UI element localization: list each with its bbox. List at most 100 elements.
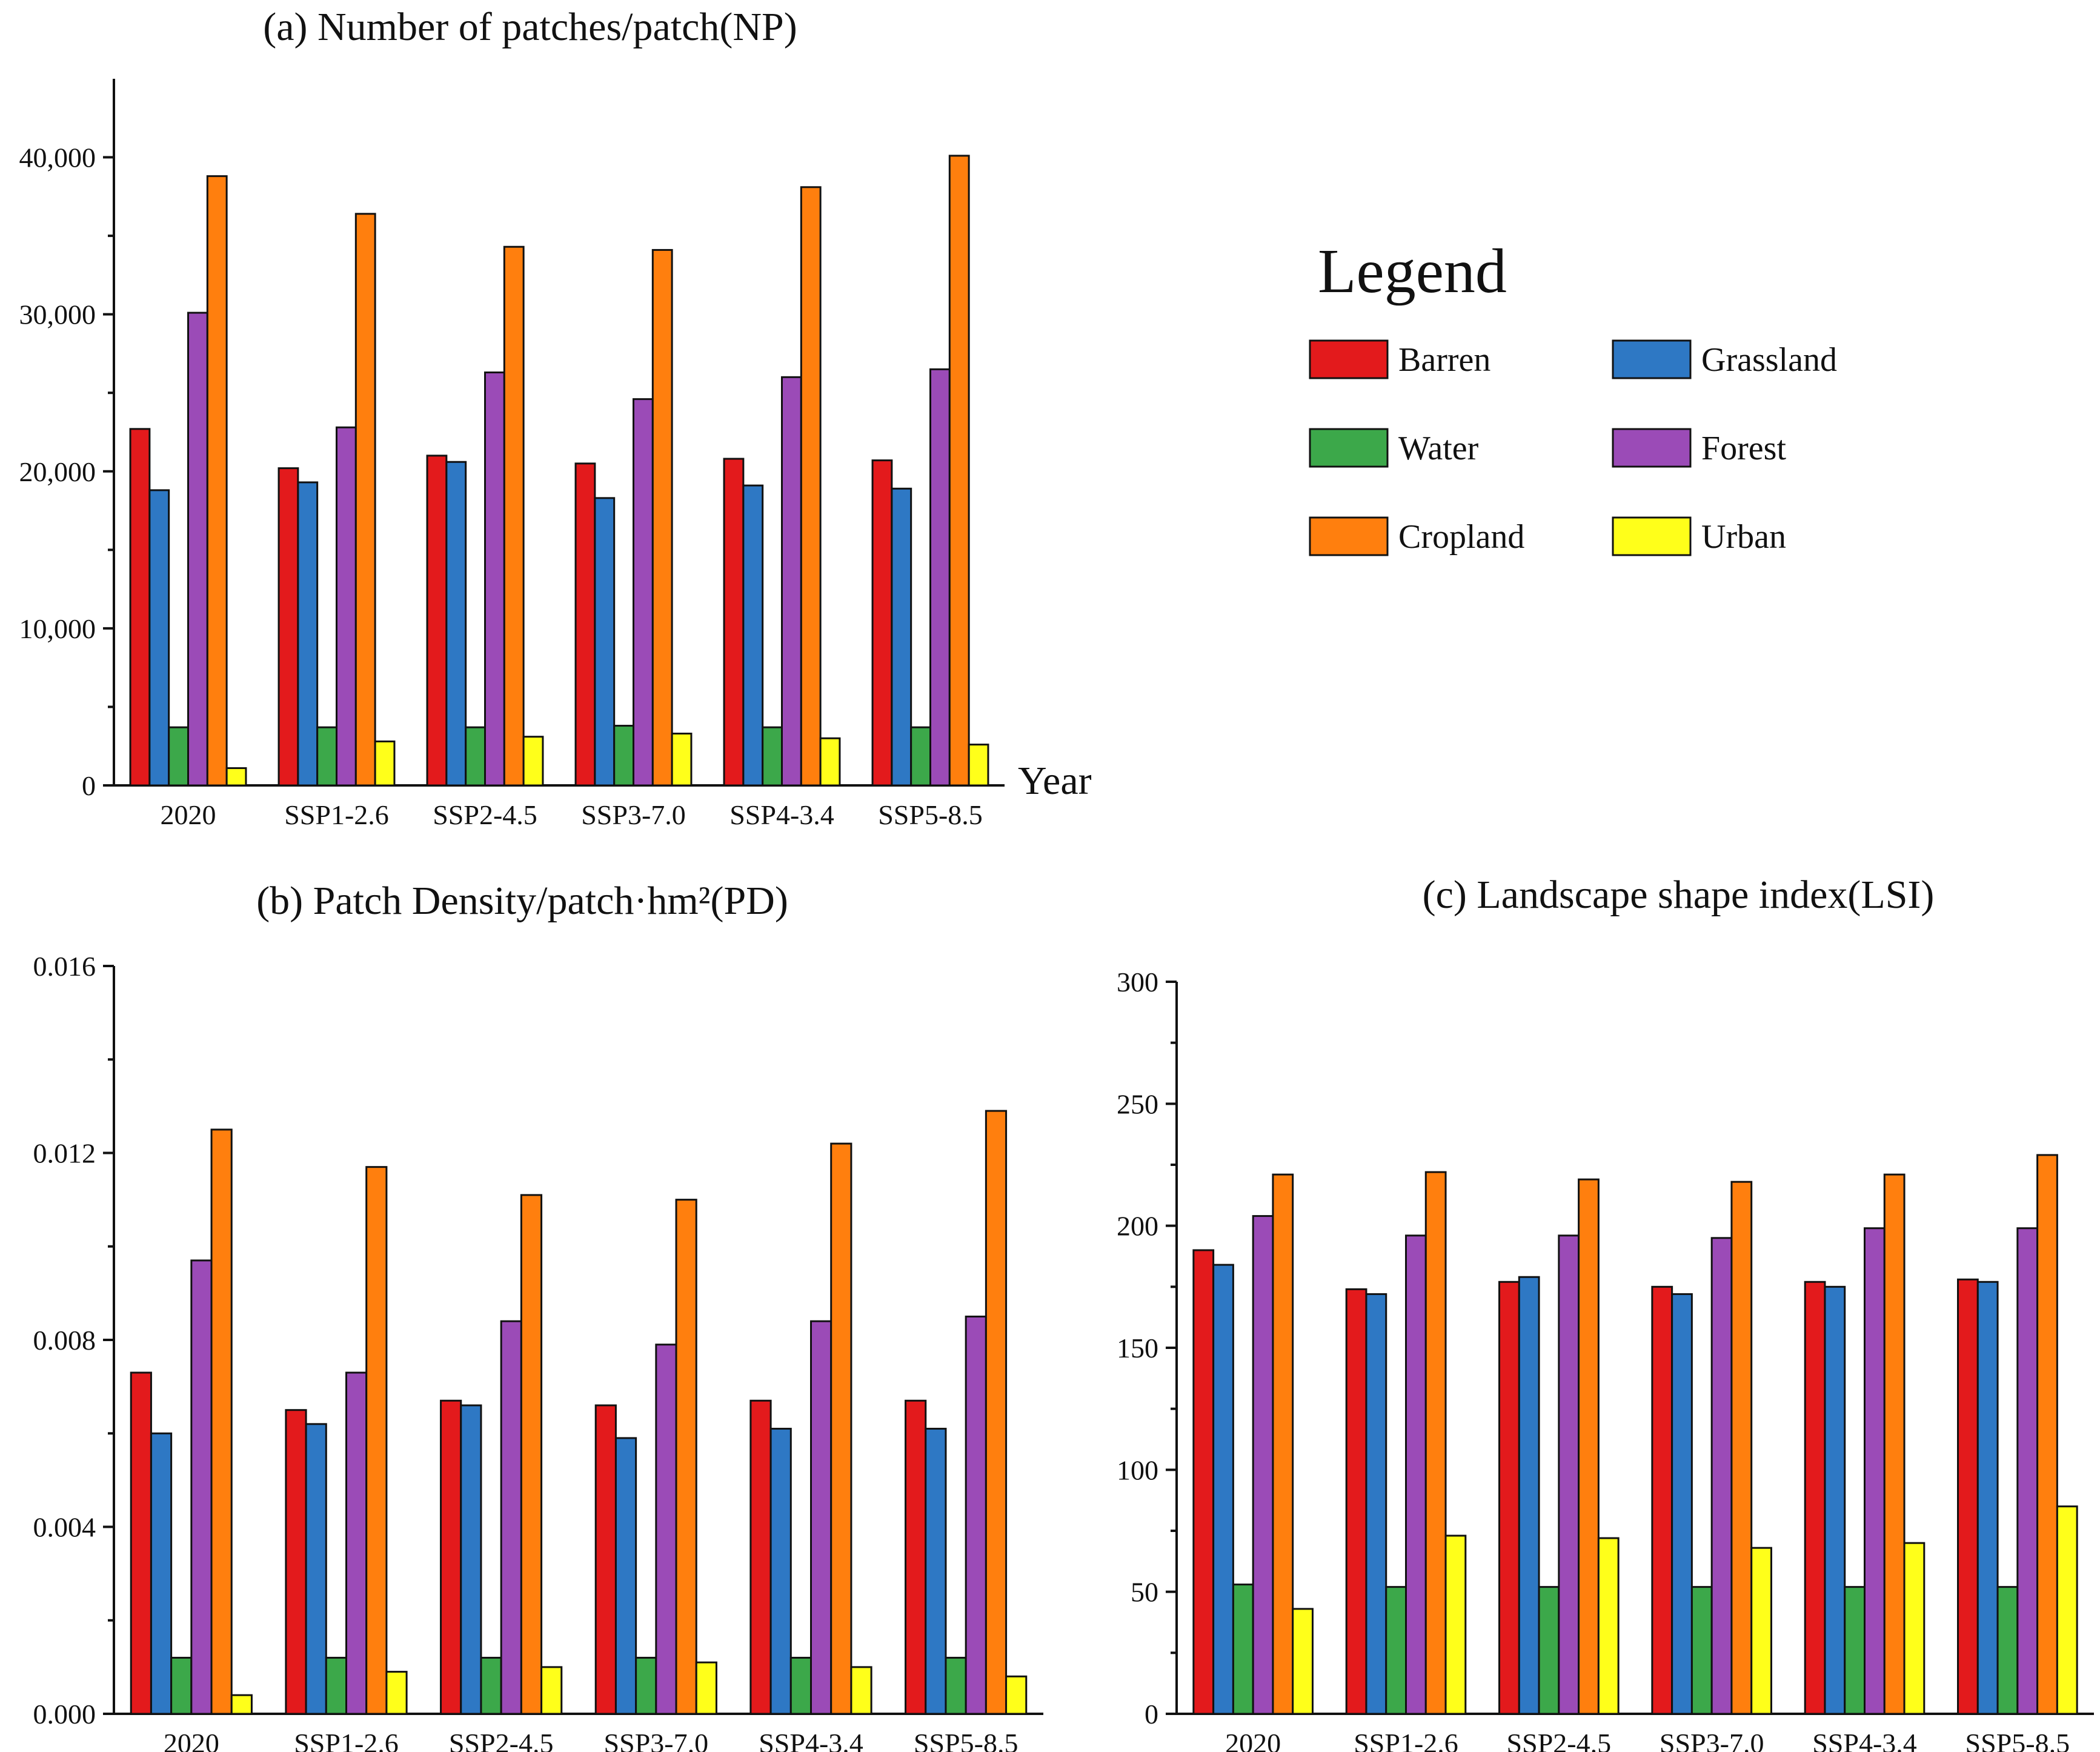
panel-a-bar-grassland: [742, 484, 764, 787]
panel-a-y-tick-label: 10,000: [19, 613, 96, 644]
panel-a-bar-water: [613, 725, 635, 787]
panel-c-y-tick-label: 300: [1117, 967, 1158, 998]
panel-c-bar-grassland: [1518, 1276, 1540, 1715]
legend-swatch-barren: [1309, 339, 1389, 379]
panel-a-bar-cropland: [800, 186, 822, 787]
panel-b-y-tick-label: 0.004: [33, 1512, 96, 1543]
legend-swatch-forest: [1612, 428, 1692, 468]
panel-c-bar-grassland: [1671, 1293, 1693, 1715]
panel-c-bar-cropland: [1424, 1171, 1447, 1715]
panel-a-bar-urban: [522, 736, 544, 787]
panel-b-bar-grassland: [769, 1428, 792, 1715]
panel-c-bar-barren: [1498, 1281, 1520, 1715]
panel-a-bar-water: [910, 726, 931, 787]
panel-c-bar-cropland: [1578, 1178, 1600, 1715]
legend-label-barren: Barren: [1398, 341, 1490, 379]
panel-a-bar-grassland: [891, 487, 912, 787]
panel-a-bar-forest: [336, 426, 357, 787]
panel-a-bar-grassland: [148, 489, 170, 787]
panel-b-bar-cropland: [365, 1166, 388, 1715]
panel-c-bar-barren: [1804, 1281, 1826, 1715]
panel-a-x-tick-label: SSP1-2.6: [284, 799, 389, 830]
legend-swatch-cropland: [1309, 516, 1389, 556]
panel-a-bar-barren: [426, 455, 448, 787]
panel-c-bar-forest: [1864, 1227, 1886, 1715]
panel-c-bar-barren: [1957, 1278, 1979, 1715]
panel-c-bar-water: [1385, 1586, 1407, 1715]
panel-a-x-tick-label: 2020: [161, 799, 216, 830]
panel-b-title: (b) Patch Density/patch·hm²(PD): [256, 879, 788, 923]
panel-c-x-tick-label: SSP4-3.4: [1812, 1728, 1917, 1752]
panel-a-bar-water: [762, 726, 783, 787]
panel-a-y-tick-label: 20,000: [19, 456, 96, 487]
panel-b-y-tick-label: 0.012: [33, 1138, 96, 1169]
panel-a-bar-forest: [781, 376, 802, 787]
panel-b-x-tick-label: SSP3-7.0: [604, 1728, 709, 1752]
panel-c-title: (c) Landscape shape index(LSI): [1423, 873, 1935, 917]
legend-label-urban: Urban: [1701, 518, 1786, 556]
panel-b-bar-urban: [385, 1671, 408, 1715]
panel-c-bar-cropland: [2036, 1154, 2058, 1715]
panel-c-x-tick-label: SSP5-8.5: [1965, 1728, 2070, 1752]
panel-a-bar-cropland: [651, 248, 673, 787]
panel-a-bar-cropland: [354, 213, 376, 787]
panel-b-bar-water: [635, 1656, 657, 1715]
panel-c-bar-cropland: [1272, 1173, 1294, 1715]
panel-c-bar-urban: [1292, 1608, 1314, 1715]
panel-c-y-tick-label: 150: [1117, 1333, 1158, 1364]
panel-b-bar-forest: [965, 1315, 987, 1715]
panel-c-y-tick-label: 250: [1117, 1088, 1158, 1119]
panel-b-bar-cropland: [830, 1142, 852, 1715]
panel-b-bar-urban: [695, 1661, 717, 1715]
panel-c-x-tick-label: 2020: [1225, 1728, 1281, 1752]
panel-a-bar-forest: [633, 398, 654, 787]
panel-c-bar-water: [1996, 1586, 2019, 1715]
panel-c-bar-forest: [1558, 1234, 1580, 1715]
panel-b-bar-cropland: [675, 1199, 697, 1715]
panel-c-bar-urban: [2056, 1505, 2078, 1715]
panel-a-bar-forest: [929, 368, 951, 787]
legend-swatch-water: [1309, 428, 1389, 468]
panel-a-bar-urban: [968, 744, 989, 787]
panel-b-x-tick-label: SSP5-8.5: [914, 1728, 1018, 1752]
panel-a-bar-urban: [374, 740, 396, 787]
panel-b-bar-urban: [230, 1694, 253, 1715]
panel-a-bar-water: [316, 726, 338, 787]
panel-b-bar-forest: [345, 1371, 368, 1715]
panel-a-bar-barren: [871, 459, 893, 787]
panel-a-x-tick-label: SSP5-8.5: [878, 799, 983, 830]
panel-b-bar-water: [325, 1656, 347, 1715]
panel-a-x-tick-label: SSP4-3.4: [729, 799, 834, 830]
panel-a-bar-cropland: [206, 175, 228, 787]
panel-a-bar-grassland: [594, 497, 616, 787]
panel-c-bar-grassland: [1824, 1285, 1846, 1715]
panel-c-bar-forest: [1405, 1234, 1427, 1715]
panel-a-bar-cropland: [503, 245, 525, 787]
panel-b-y-tick-label: 0.016: [33, 951, 96, 982]
panel-c-x-tick-label: SSP3-7.0: [1660, 1728, 1764, 1752]
panel-a-bar-forest: [484, 371, 505, 787]
panel-a-bar-barren: [277, 467, 299, 787]
panel-b-bar-grassland: [150, 1432, 173, 1715]
panel-c-lsi: (c) Landscape shape index(LSI) 0 50 100 150…: [1117, 873, 2094, 1752]
panel-b-bar-barren: [905, 1399, 927, 1715]
panel-a-np: (a) Number of patches/patch(NP) Year 0 10…: [19, 5, 1092, 830]
panel-c-bar-urban: [1444, 1534, 1467, 1715]
panel-b-bar-water: [480, 1656, 502, 1715]
legend-label-forest: Forest: [1701, 430, 1786, 467]
panel-c-bar-water: [1232, 1584, 1254, 1715]
panel-c-bar-water: [1844, 1586, 1866, 1715]
panel-b-bar-water: [170, 1656, 193, 1715]
panel-c-x-tick-label: SSP1-2.6: [1354, 1728, 1458, 1752]
panel-a-x-tick-label: SSP2-4.5: [433, 799, 537, 830]
panel-a-bar-water: [168, 726, 190, 787]
panel-a-x-tick-label: SSP3-7.0: [581, 799, 686, 830]
panel-c-bar-grassland: [1976, 1281, 1999, 1715]
panel-c-bar-cropland: [1883, 1173, 1906, 1715]
panel-b-bar-grassland: [305, 1423, 327, 1715]
panel-b-bar-urban: [540, 1666, 563, 1715]
panel-c-bar-forest: [2016, 1227, 2039, 1715]
panel-a-y-tick-label: 40,000: [19, 142, 96, 173]
panel-c-bar-water: [1538, 1586, 1560, 1715]
panel-b-pd: (b) Patch Density/patch·hm²(PD) 0.000 0.0…: [33, 879, 1043, 1752]
